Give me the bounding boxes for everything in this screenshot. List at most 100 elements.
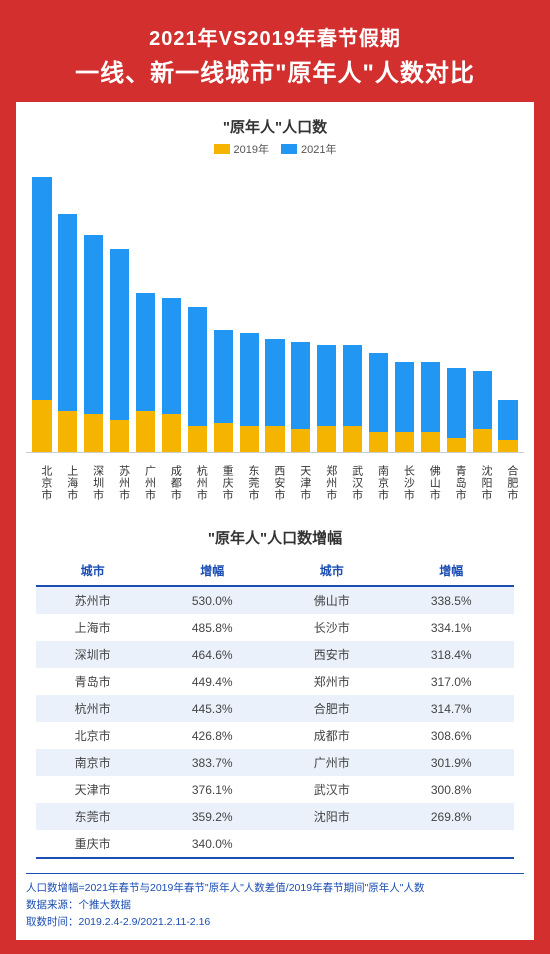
bar-x-label: 重庆市 — [211, 457, 235, 509]
bar-x-label: 深圳市 — [82, 457, 106, 509]
bar-segment-2019 — [162, 414, 181, 452]
bar-column — [237, 163, 261, 452]
table-cell: 郑州市 — [275, 668, 388, 695]
bar-x-label: 北京市 — [30, 457, 54, 509]
bar-column — [367, 163, 391, 452]
table-row: 深圳市464.6%西安市318.4% — [36, 641, 514, 668]
bar-segment-2019 — [447, 438, 466, 453]
bar-segment-2021 — [343, 345, 362, 426]
table-cell: 300.8% — [388, 776, 514, 803]
table-cell: 东莞市 — [36, 803, 149, 830]
table-cell: 269.8% — [388, 803, 514, 830]
bar-segment-2021 — [369, 353, 388, 431]
table-cell: 南京市 — [36, 749, 149, 776]
bar-segment-2019 — [84, 414, 103, 452]
bar-segment-2019 — [473, 429, 492, 452]
table-row: 苏州市530.0%佛山市338.5% — [36, 586, 514, 614]
table-cell: 武汉市 — [275, 776, 388, 803]
table-cell: 重庆市 — [36, 830, 149, 858]
table-cell: 334.1% — [388, 614, 514, 641]
bar-segment-2021 — [447, 368, 466, 438]
bar-segment-2021 — [188, 307, 207, 426]
bar-segment-2019 — [136, 411, 155, 452]
table-body: 苏州市530.0%佛山市338.5%上海市485.8%长沙市334.1%深圳市4… — [36, 586, 514, 858]
table-cell: 杭州市 — [36, 695, 149, 722]
bar-column — [392, 163, 416, 452]
bar-column — [263, 163, 287, 452]
table-cell: 318.4% — [388, 641, 514, 668]
table-head: 城市 增幅 城市 增幅 — [36, 556, 514, 586]
table-row: 东莞市359.2%沈阳市269.8% — [36, 803, 514, 830]
bar-segment-2019 — [395, 432, 414, 452]
table-row: 南京市383.7%广州市301.9% — [36, 749, 514, 776]
table-cell: 464.6% — [149, 641, 275, 668]
table-row: 杭州市445.3%合肥市314.7% — [36, 695, 514, 722]
bar-x-label: 苏州市 — [108, 457, 132, 509]
bar-segment-2019 — [291, 429, 310, 452]
bar-segment-2019 — [214, 423, 233, 452]
bar-column — [418, 163, 442, 452]
table-cell: 383.7% — [149, 749, 275, 776]
table-cell: 376.1% — [149, 776, 275, 803]
bar-segment-2019 — [343, 426, 362, 452]
bar-segment-2021 — [240, 333, 259, 426]
bar-segment-2019 — [110, 420, 129, 452]
table-cell: 北京市 — [36, 722, 149, 749]
bar-segment-2019 — [265, 426, 284, 452]
table-cell: 485.8% — [149, 614, 275, 641]
table-row: 青岛市449.4%郑州市317.0% — [36, 668, 514, 695]
bar-x-label: 南京市 — [367, 457, 391, 509]
table-cell: 长沙市 — [275, 614, 388, 641]
table-cell: 天津市 — [36, 776, 149, 803]
bar-segment-2021 — [473, 371, 492, 429]
chart-x-labels: 北京市上海市深圳市苏州市广州市成都市杭州市重庆市东莞市西安市天津市郑州市武汉市南… — [26, 453, 524, 509]
bar-segment-2021 — [214, 330, 233, 423]
th-growth-1: 增幅 — [149, 556, 275, 586]
bar-column — [56, 163, 80, 452]
table-title: "原年人"人口数增幅 — [26, 527, 524, 548]
bar-column — [496, 163, 520, 452]
table-cell: 上海市 — [36, 614, 149, 641]
bar-segment-2021 — [395, 362, 414, 432]
bar-column — [341, 163, 365, 452]
bar-x-label: 杭州市 — [185, 457, 209, 509]
bar-segment-2019 — [188, 426, 207, 452]
chart-area — [26, 163, 524, 453]
bar-segment-2021 — [136, 293, 155, 412]
bar-x-label: 天津市 — [289, 457, 313, 509]
table-cell: 530.0% — [149, 586, 275, 614]
bar-x-label: 上海市 — [56, 457, 80, 509]
bar-x-label: 东莞市 — [237, 457, 261, 509]
table-cell: 沈阳市 — [275, 803, 388, 830]
table-row: 重庆市340.0% — [36, 830, 514, 858]
table-cell: 深圳市 — [36, 641, 149, 668]
table-cell — [275, 830, 388, 858]
table-cell: 广州市 — [275, 749, 388, 776]
table-cell: 449.4% — [149, 668, 275, 695]
footnote-source: 数据来源：个推大数据 — [26, 897, 524, 914]
bar-column — [289, 163, 313, 452]
growth-table: 城市 增幅 城市 增幅 苏州市530.0%佛山市338.5%上海市485.8%长… — [36, 556, 514, 859]
title-line-1: 2021年VS2019年春节假期 — [16, 22, 534, 51]
bar-segment-2021 — [84, 235, 103, 415]
bar-x-label: 成都市 — [159, 457, 183, 509]
bar-segment-2021 — [32, 177, 51, 400]
bar-column — [159, 163, 183, 452]
bar-column — [134, 163, 158, 452]
table-cell: 青岛市 — [36, 668, 149, 695]
bar-segment-2019 — [421, 432, 440, 452]
bar-segment-2019 — [32, 400, 51, 452]
bar-segment-2019 — [58, 411, 77, 452]
th-city-1: 城市 — [36, 556, 149, 586]
legend-item-2021: 2021年 — [281, 141, 336, 157]
table-cell: 成都市 — [275, 722, 388, 749]
bar-column — [108, 163, 132, 452]
legend-item-2019: 2019年 — [214, 141, 269, 157]
bar-x-label: 沈阳市 — [470, 457, 494, 509]
table-cell: 317.0% — [388, 668, 514, 695]
table-cell: 445.3% — [149, 695, 275, 722]
th-growth-2: 增幅 — [388, 556, 514, 586]
bar-segment-2021 — [291, 342, 310, 429]
title-line-2: 一线、新一线城市"原年人"人数对比 — [16, 53, 534, 88]
bar-segment-2021 — [58, 214, 77, 411]
